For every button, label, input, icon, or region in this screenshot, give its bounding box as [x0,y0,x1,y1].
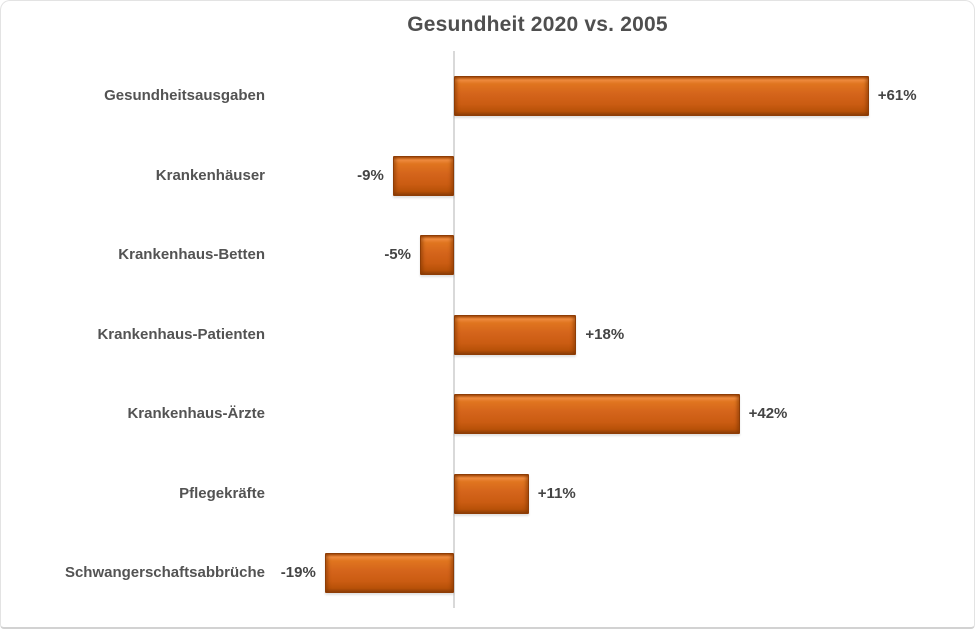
category-label-pflegekraefte: Pflegekräfte [179,484,265,502]
bar-gesundheitsausgaben[interactable] [454,76,869,116]
chart-title: Gesundheit 2020 vs. 2005 [407,13,668,36]
value-label-krankenhaus-aerzte: +42% [748,405,788,422]
value-label-krankenhaus-patienten: +18% [585,325,625,343]
bar-pflegekraefte[interactable] [454,473,529,514]
value-label-gesundheitsausgaben: +61% [877,87,917,104]
bar-krankenhaus-patienten[interactable] [454,314,577,355]
category-label-krankenhaus-aerzte: Krankenhaus-Ärzte [127,405,265,422]
category-label-krankenhaus-betten: Krankenhaus-Betten [118,246,265,263]
category-label-schwangerschaftsabbrueche: Schwangerschaftsabbrüche [64,564,265,581]
value-label-krankenhaeuser: -9% [357,166,384,184]
value-label-schwangerschaftsabbrueche: -19% [280,564,316,581]
category-label-krankenhaeuser: Krankenhäuser [155,166,265,184]
category-label-krankenhaus-patienten: Krankenhaus-Patienten [97,325,265,343]
category-label-gesundheitsausgaben: Gesundheitsausgaben [104,87,265,104]
bar-krankenhaus-betten[interactable] [420,235,454,275]
bar-krankenhaus-aerzte[interactable] [454,394,740,434]
value-label-pflegekraefte: +11% [537,484,576,502]
bar-krankenhaeuser[interactable] [392,155,454,196]
bar-schwangerschaftsabbrueche[interactable] [324,553,454,593]
value-label-krankenhaus-betten: -5% [384,246,411,263]
